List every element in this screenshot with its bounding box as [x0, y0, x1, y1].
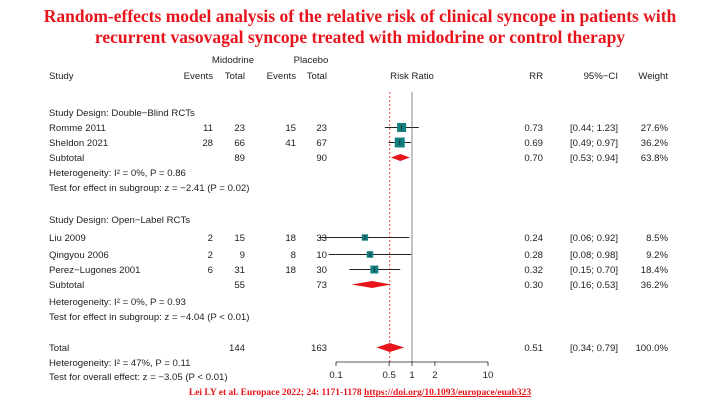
- study-events-1: 6: [208, 265, 213, 276]
- subgroup-heterogeneity: Heterogeneity: I² = 0%, P = 0.86: [49, 168, 186, 179]
- overall-ci: [0.34; 0.79]: [570, 343, 618, 354]
- study-events-1: 11: [203, 123, 213, 134]
- study-ci: [0.15; 0.70]: [570, 265, 618, 276]
- subgroup-subtotal-ci: [0.16; 0.53]: [570, 280, 618, 291]
- study-total-1: 66: [234, 138, 245, 149]
- study-total-1: 31: [234, 265, 245, 276]
- subgroup-subtotal-rr: 0.70: [524, 153, 543, 164]
- study-total-1: 9: [240, 250, 245, 261]
- header-total-2: Total: [307, 71, 327, 82]
- header-study: Study: [49, 71, 74, 82]
- subgroup-test: Test for effect in subgroup: z = −2.41 (…: [49, 183, 249, 194]
- header-events-1: Events: [184, 71, 214, 82]
- x-axis-tick-label: 0.1: [329, 370, 342, 381]
- overall-diamond: [376, 343, 405, 352]
- study-ci: [0.49; 0.97]: [570, 138, 618, 149]
- title-line-1: Random-effects model analysis of the rel…: [43, 6, 677, 26]
- subgroup-subtotal-label: Subtotal: [49, 280, 84, 291]
- subgroup-label: Study Design: Open−Label RCTs: [49, 215, 190, 226]
- header-ci: 95%−CI: [584, 71, 618, 82]
- study-total-2: 30: [316, 265, 327, 276]
- header-risk-ratio: Risk Ratio: [390, 71, 434, 82]
- study-rr: 0.73: [524, 123, 543, 134]
- study-ci: [0.08; 0.98]: [570, 250, 618, 261]
- subgroup-subtotal-weight: 36.2%: [641, 280, 669, 291]
- subgroup-subtotal-total-1: 89: [234, 153, 245, 164]
- header-rr: RR: [529, 71, 543, 82]
- header-placebo: Placebo: [294, 55, 329, 66]
- overall-test: Test for overall effect: z = −3.05 (P < …: [49, 372, 228, 383]
- study-events-1: 2: [208, 250, 213, 261]
- study-weight: 9.2%: [646, 250, 668, 261]
- x-axis-tick-label: 0.5: [382, 370, 395, 381]
- overall-heterogeneity: Heterogeneity: I² = 47%, P = 0.11: [49, 358, 191, 369]
- study-ci: [0.06; 0.92]: [570, 233, 618, 244]
- study-events-1: 28: [202, 138, 213, 149]
- overall-total-1: 144: [229, 343, 246, 354]
- subgroup-test: Test for effect in subgroup: z = −4.04 (…: [49, 312, 249, 323]
- study-total-2: 23: [316, 123, 327, 134]
- study-name: Sheldon 2021: [49, 138, 108, 149]
- study-total-1: 15: [234, 233, 245, 244]
- study-weight: 27.6%: [641, 123, 669, 134]
- subgroup-subtotal-diamond: [351, 281, 392, 288]
- study-events-1: 2: [208, 233, 213, 244]
- study-name: Liu 2009: [49, 233, 86, 244]
- study-weight: 8.5%: [646, 233, 668, 244]
- subgroup-subtotal-label: Subtotal: [49, 153, 84, 164]
- study-events-2: 18: [285, 265, 296, 276]
- study-events-2: 18: [285, 233, 296, 244]
- study-events-2: 15: [285, 123, 296, 134]
- subgroup-label: Study Design: Double−Blind RCTs: [49, 108, 195, 119]
- header-events-2: Events: [267, 71, 297, 82]
- subgroup-subtotal-total-2: 90: [316, 153, 327, 164]
- x-axis-tick-label: 10: [483, 370, 494, 381]
- study-total-2: 10: [316, 250, 327, 261]
- x-axis-tick-label: 1: [409, 370, 414, 381]
- subgroup-subtotal-rr: 0.30: [524, 280, 543, 291]
- study-name: Qingyou 2006: [49, 250, 109, 261]
- subgroup-subtotal-ci: [0.53; 0.94]: [570, 153, 618, 164]
- study-events-2: 8: [291, 250, 296, 261]
- study-rr: 0.24: [524, 233, 543, 244]
- header-total-1: Total: [225, 71, 245, 82]
- study-weight: 18.4%: [641, 265, 669, 276]
- header-midodrine: Midodrine: [212, 55, 254, 66]
- study-weight: 36.2%: [641, 138, 669, 149]
- study-events-2: 41: [285, 138, 296, 149]
- subgroup-subtotal-total-2: 73: [316, 280, 327, 291]
- study-rr: 0.69: [524, 138, 543, 149]
- overall-weight: 100.0%: [635, 343, 668, 354]
- header-weight: Weight: [638, 71, 668, 82]
- subgroup-heterogeneity: Heterogeneity: I² = 0%, P = 0.93: [49, 297, 186, 308]
- study-name: Perez−Lugones 2001: [49, 265, 140, 276]
- study-rr: 0.28: [524, 250, 543, 261]
- overall-rr: 0.51: [524, 343, 543, 354]
- overall-total-2: 163: [311, 343, 327, 354]
- study-total-2: 33: [316, 233, 327, 244]
- citation: Lei LY et al. Europace 2022; 24: 1171-11…: [0, 388, 720, 398]
- citation-text: Lei LY et al. Europace 2022; 24: 1171-11…: [188, 388, 362, 398]
- x-axis-tick-label: 2: [432, 370, 437, 381]
- subgroup-subtotal-diamond: [391, 154, 410, 161]
- study-total-1: 23: [234, 123, 245, 134]
- citation-link[interactable]: https://doi.org/10.1093/europace/euab323: [364, 388, 532, 398]
- chart-title: Random-effects model analysis of the rel…: [0, 6, 720, 48]
- overall-label: Total: [49, 343, 69, 354]
- study-name: Romme 2011: [49, 123, 106, 134]
- subgroup-subtotal-weight: 63.8%: [641, 153, 669, 164]
- subgroup-subtotal-total-1: 55: [234, 280, 245, 291]
- study-ci: [0.44; 1.23]: [570, 123, 618, 134]
- study-rr: 0.32: [524, 265, 543, 276]
- title-line-2: recurrent vasovagal syncope treated with…: [94, 27, 626, 47]
- study-total-2: 67: [316, 138, 327, 149]
